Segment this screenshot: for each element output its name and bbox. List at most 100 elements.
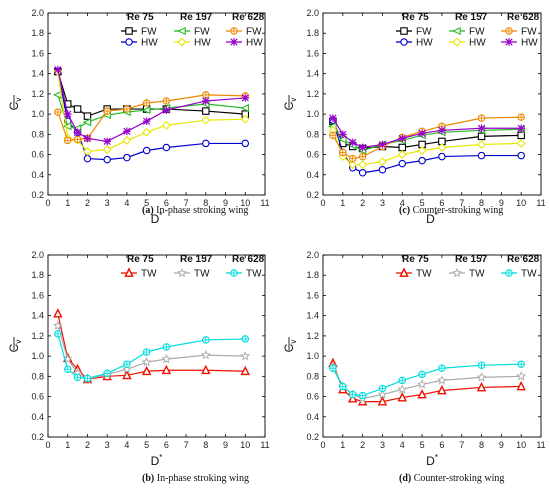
y-tick-label: 1.2 [306,89,319,99]
y-tick-label: 1.4 [31,311,44,321]
data-point [142,146,151,155]
data-point [73,373,82,382]
series-tw-re157 [52,320,251,384]
y-axis-label: Cv [7,98,23,111]
series-tw-re628 [329,360,525,400]
series-tw-re157 [327,361,527,403]
data-point [377,157,387,167]
data-point [83,374,92,383]
data-point [54,330,62,338]
x-tick-label: 7 [184,198,189,208]
x-tick-label: 9 [223,440,228,450]
data-point [477,139,487,149]
data-point [240,365,251,376]
legend-label: HW [469,38,486,49]
series-line [332,117,522,149]
y-tick-label: 0.4 [31,412,44,422]
chart-panel-1: 0 1 2 3 4 5 6 7 8 9 10 11 0.2 0.4 0.6 0.8 1.0 1.2 1.4 1.6 1.… [7,8,270,226]
legend-marker [125,38,133,46]
data-point [162,106,171,114]
data-point [398,143,407,152]
data-point [162,97,171,105]
data-point [397,384,408,394]
series-line [57,333,246,379]
data-point [82,118,92,127]
data-point [141,365,152,376]
data-point [161,364,172,375]
data-point [83,112,92,120]
series-line [332,116,522,160]
data-point [418,370,426,379]
data-point [162,343,171,351]
plot-frame [47,12,266,196]
plot-frame [322,254,542,438]
y-axis-label: Cv [282,98,298,111]
legend-label: HW [246,38,263,49]
y-tick-label: 1.4 [31,69,44,79]
data-point [73,128,82,137]
data-point [348,390,357,399]
x-tick-label: 9 [223,198,228,208]
data-point [378,384,387,393]
y-tick-label: 1.2 [306,331,319,341]
y-tick-label: 1.0 [31,109,44,119]
data-point [103,369,111,378]
x-tick-label: 8 [203,440,208,450]
legend-marker [452,267,462,278]
legend-header: Re 628 [507,254,540,265]
legend-marker [230,27,238,35]
data-point [82,147,92,157]
y-tick-label: 0.8 [306,129,319,139]
data-point [476,372,487,382]
x-tick-label: 10 [516,198,526,208]
legend-marker [230,269,238,277]
data-point [73,135,82,144]
data-point [378,140,387,149]
x-tick-label: 11 [536,440,545,450]
legend-label: TW [521,269,537,280]
legend-label: HW [521,38,538,49]
x-tick-label: 2 [85,440,90,450]
y-tick-label: 0.2 [31,190,44,200]
y-tick-label: 1.8 [306,28,319,38]
data-point [477,361,486,369]
series-tw-re628 [54,330,250,383]
x-tick-label: 0 [320,440,325,450]
data-point [63,110,72,118]
x-tick-label: 5 [144,198,149,208]
y-tick-label: 1.6 [31,290,44,300]
legend-label: TW [416,269,432,280]
plot-frame [47,254,266,438]
data-point [103,137,111,146]
x-tick-label: 5 [420,198,425,208]
data-point [123,153,131,162]
legend-marker [452,37,462,47]
data-point [54,65,62,74]
y-tick-label: 2.0 [31,250,44,260]
data-point [141,106,151,115]
x-axis-label: D* [426,453,438,468]
x-axis-label: D* [151,453,163,468]
data-point [142,117,151,125]
data-point [123,360,131,368]
series-tw-re75 [53,308,251,384]
data-point [62,122,72,131]
data-point [358,160,368,170]
data-point [437,142,447,152]
legend-marker [505,27,513,35]
x-tick-label: 8 [479,440,484,450]
series-line [57,69,246,143]
legend-header: Re 628 [232,254,265,265]
x-tick-label: 7 [184,440,189,450]
data-point [397,150,407,160]
legend-label: TW [141,269,157,280]
legend-marker [451,26,461,36]
data-point [417,379,428,389]
data-point [329,131,337,140]
data-point [240,114,250,124]
data-point [52,320,63,330]
x-tick-label: 6 [164,198,169,208]
y-tick-label: 0.4 [306,170,319,180]
x-tick-label: 6 [439,440,444,450]
x-tick-label: 4 [124,440,129,450]
